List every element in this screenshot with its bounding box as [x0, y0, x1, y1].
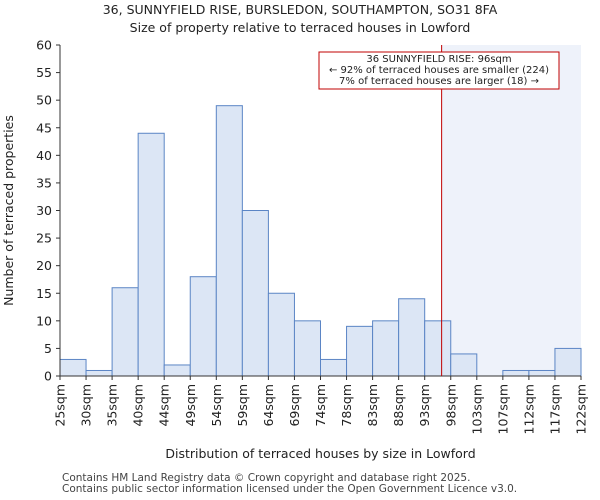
y-tick-label: 25	[36, 231, 52, 246]
x-tick-label: 64sqm	[261, 384, 276, 427]
x-tick-label: 25sqm	[53, 384, 68, 427]
x-axis: 25sqm 30sqm 35sqm 40sqm 44sqm 49sqm 54sqm 59sqm…	[53, 375, 589, 434]
x-tick-label: 30sqm	[79, 384, 94, 427]
x-tick-label: 40sqm	[131, 384, 146, 427]
bar-69sqm	[293, 320, 322, 377]
x-tick-label: 107sqm	[495, 384, 510, 434]
bar-83sqm	[372, 320, 400, 377]
y-tick-label: 30	[36, 203, 52, 218]
bar-44sqm	[163, 364, 191, 377]
x-tick-label: 103sqm	[469, 384, 484, 434]
x-tick-label: 112sqm	[521, 384, 536, 434]
bar-49sqm	[189, 276, 217, 377]
x-axis-label: Distribution of terraced houses by size …	[165, 446, 475, 461]
bar-35sqm	[111, 287, 139, 377]
bar-88sqm	[398, 298, 426, 377]
chart-subtitle: Size of property relative to terraced ho…	[129, 20, 471, 35]
y-axis: 0 5 10 15 20 25 30 35 40 45 50 55 60	[36, 38, 61, 384]
chart-title: 36, SUNNYFIELD RISE, BURSLEDON, SOUTHAMP…	[102, 2, 498, 17]
bar-78sqm	[346, 325, 374, 377]
y-tick-label: 15	[36, 286, 52, 301]
bar-30sqm	[85, 369, 113, 377]
annotation-box	[318, 51, 560, 90]
x-tick-label: 88sqm	[391, 384, 406, 427]
x-tick-label: 35sqm	[105, 384, 120, 427]
bars-group	[59, 105, 582, 377]
x-tick-label: 49sqm	[183, 384, 198, 427]
x-tick-label: 122sqm	[574, 384, 589, 434]
y-tick-label: 50	[36, 93, 52, 108]
x-tick-label: 44sqm	[157, 384, 172, 427]
bar-54sqm	[215, 105, 243, 377]
bar-25sqm	[59, 358, 87, 377]
footer-line-2: Contains public sector information licen…	[62, 483, 518, 495]
x-tick-label: 74sqm	[313, 384, 328, 427]
x-tick-label: 93sqm	[417, 384, 432, 427]
bar-107sqm	[502, 369, 530, 377]
annotation-line-2: ← 92% of terraced houses are smaller (22…	[329, 65, 549, 76]
bar-64sqm	[267, 292, 295, 377]
bar-93sqm	[424, 320, 452, 377]
annotation-line-1: 36 SUNNYFIELD RISE: 96sqm	[366, 54, 511, 65]
bar-40sqm	[137, 132, 165, 377]
y-axis-label: Number of terraced properties	[1, 115, 16, 306]
bar-117sqm	[554, 347, 582, 377]
x-tick-label: 59sqm	[235, 384, 250, 427]
x-tick-label: 69sqm	[287, 384, 302, 427]
x-tick-label: 54sqm	[209, 384, 224, 427]
y-tick-label: 55	[36, 65, 52, 80]
x-tick-label: 117sqm	[547, 384, 562, 434]
annotation-line-3: 7% of terraced houses are larger (18) →	[339, 76, 539, 87]
footer-line-1: Contains HM Land Registry data © Crown c…	[62, 472, 471, 484]
y-tick-label: 10	[36, 313, 52, 328]
larger-properties-shade	[441, 45, 581, 376]
y-tick-label: 0	[44, 369, 52, 384]
y-tick-label: 40	[36, 148, 52, 163]
y-tick-label: 35	[36, 175, 52, 190]
y-tick-label: 45	[36, 120, 52, 135]
bar-112sqm	[528, 369, 556, 377]
x-tick-label: 98sqm	[443, 384, 458, 427]
y-tick-label: 60	[36, 38, 52, 53]
x-tick-label: 83sqm	[365, 384, 380, 427]
bar-74sqm	[320, 358, 348, 377]
bar-98sqm	[450, 353, 478, 377]
y-tick-label: 20	[36, 258, 52, 273]
x-tick-label: 78sqm	[339, 384, 354, 427]
bar-59sqm	[241, 210, 269, 377]
y-tick-label: 5	[44, 341, 52, 356]
